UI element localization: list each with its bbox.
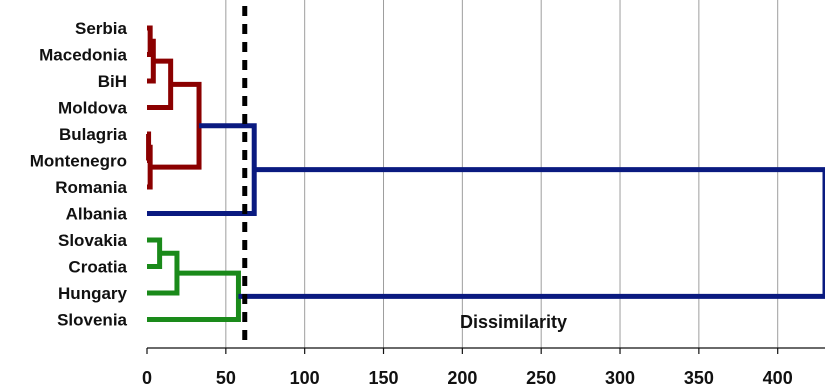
cluster-link — [147, 237, 163, 269]
cluster-link — [238, 167, 825, 299]
leaf-label: BiH — [98, 72, 127, 91]
cluster-link — [147, 144, 153, 190]
leaf-label: Hungary — [58, 284, 128, 303]
x-axis-ticks: 0 50 100 150 200 250 300 350 400 — [142, 348, 793, 388]
x-tick-label: 400 — [763, 368, 793, 388]
x-tick-label: 50 — [216, 368, 236, 388]
cluster-link — [147, 25, 153, 57]
leaf-labels: Serbia Macedonia BiH Moldova Bulagria Montene… — [30, 19, 128, 330]
leaf-label: Albania — [66, 205, 128, 224]
cluster-link — [147, 270, 241, 322]
leaf-label: Montenegro — [30, 152, 127, 171]
cluster-links — [146, 25, 825, 322]
leaf-label: Serbia — [75, 19, 128, 38]
grid-lines — [225, 0, 779, 348]
x-tick-label: 300 — [605, 368, 635, 388]
x-tick-label: 200 — [447, 368, 477, 388]
leaf-label: Bulagria — [59, 125, 128, 144]
cluster-link — [147, 58, 174, 110]
x-tick-label: 350 — [684, 368, 714, 388]
leaf-label: Romania — [55, 178, 127, 197]
x-tick-label: 0 — [142, 368, 152, 388]
cluster-link — [147, 250, 180, 296]
leaf-label: Slovenia — [57, 311, 127, 330]
leaf-label: Moldova — [58, 99, 127, 118]
x-tick-label: 250 — [526, 368, 556, 388]
cluster-link — [150, 81, 202, 170]
x-tick-label: 100 — [290, 368, 320, 388]
x-tick-label: 150 — [368, 368, 398, 388]
leaf-label: Slovakia — [58, 231, 128, 250]
leaf-label: Macedonia — [39, 46, 127, 65]
leaf-label: Croatia — [68, 258, 127, 277]
x-axis-label: Dissimilarity — [460, 312, 567, 332]
